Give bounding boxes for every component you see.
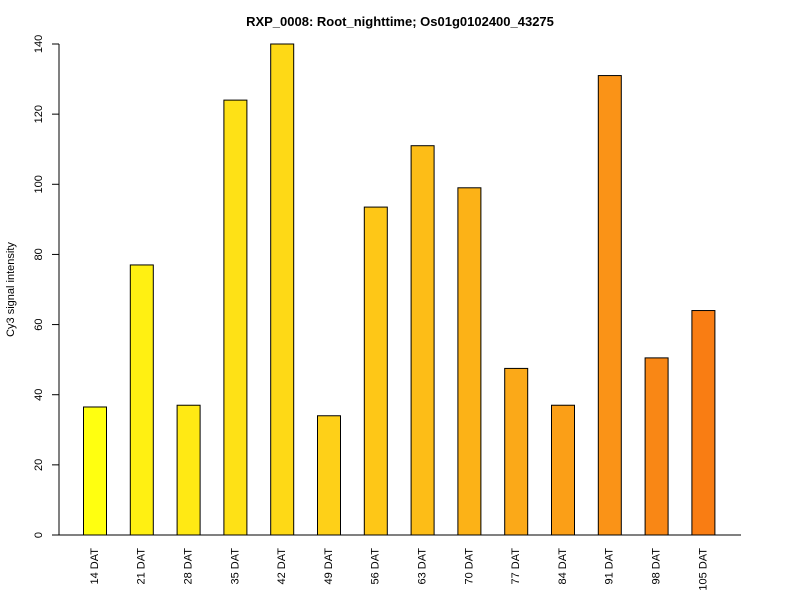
- y-tick-label: 140: [33, 35, 45, 53]
- x-tick-label: 56 DAT: [370, 548, 382, 585]
- x-tick-label: 84 DAT: [557, 548, 569, 585]
- bar-91-dat: [597, 75, 622, 536]
- bar-35-dat: [223, 99, 248, 536]
- y-tick-label: 100: [33, 175, 45, 193]
- x-tick-label: 105 DAT: [697, 548, 709, 591]
- y-tick-label: 120: [33, 105, 45, 123]
- x-tick-label: 77 DAT: [510, 548, 522, 585]
- y-tick-label: 80: [33, 248, 45, 260]
- y-tick-label: 40: [33, 389, 45, 401]
- x-tick-label: 49 DAT: [323, 548, 335, 585]
- y-tick-label: 0: [33, 532, 45, 538]
- x-tick-label: 14 DAT: [89, 548, 101, 585]
- chart-title: RXP_0008: Root_nighttime; Os01g0102400_4…: [246, 14, 554, 29]
- y-axis: 0 20 40 60 80 100 120 140: [33, 35, 60, 538]
- bar-105-dat: [691, 310, 716, 536]
- x-tick-label: 63 DAT: [417, 548, 429, 585]
- bar-28-dat: [176, 404, 201, 536]
- bar-21-dat: [129, 264, 154, 536]
- bar-63-dat: [410, 145, 435, 536]
- bar-84-dat: [551, 404, 575, 536]
- x-tick-label: 98 DAT: [651, 548, 663, 585]
- bar-56-dat: [363, 206, 388, 536]
- bar-98-dat: [644, 357, 669, 536]
- x-tick-label: 28 DAT: [183, 548, 195, 585]
- bar-14-dat: [83, 406, 107, 536]
- y-tick-label: 20: [33, 459, 45, 471]
- bar-77-dat: [504, 367, 529, 536]
- bar-series: [83, 43, 716, 536]
- x-tick-label: 70 DAT: [463, 548, 475, 585]
- bar-70-dat: [457, 187, 482, 536]
- x-tick-label: 21 DAT: [136, 548, 148, 585]
- x-tick-label: 35 DAT: [229, 548, 241, 585]
- bar-49-dat: [317, 415, 341, 536]
- x-tick-label: 42 DAT: [276, 548, 288, 585]
- y-tick-label: 60: [33, 318, 45, 330]
- y-axis-label: Cy3 signal intensity: [5, 242, 17, 337]
- x-axis: 14 DAT 21 DAT 28 DAT 35 DAT 42 DAT 49 DAT 56 D…: [59, 534, 741, 591]
- x-tick-label: 91 DAT: [604, 548, 616, 585]
- bar-42-dat: [270, 43, 295, 536]
